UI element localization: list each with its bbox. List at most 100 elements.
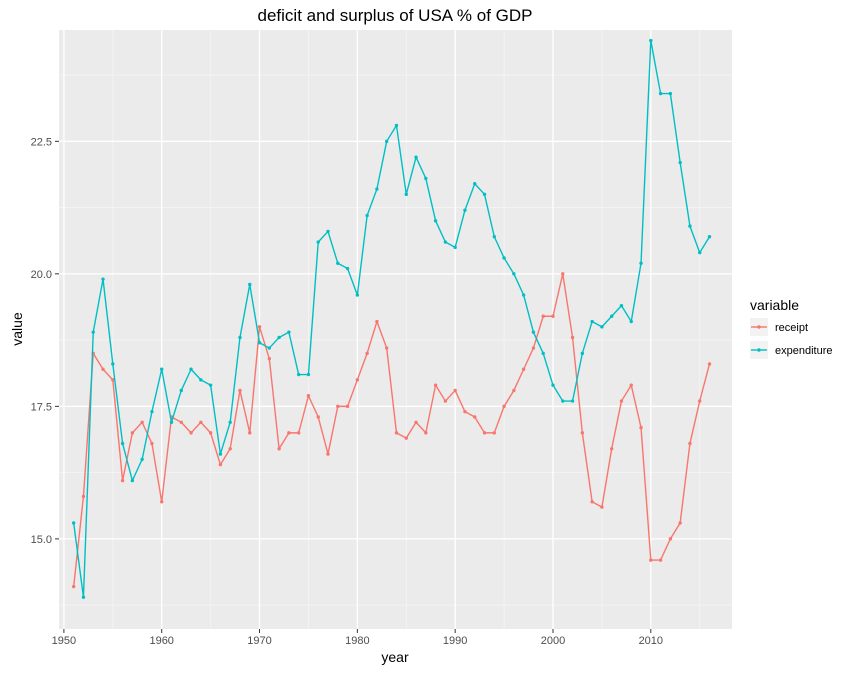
data-point-expenditure bbox=[267, 346, 272, 350]
data-point-expenditure bbox=[463, 208, 467, 212]
series-line-receipt bbox=[72, 273, 711, 587]
data-point-expenditure bbox=[414, 155, 418, 159]
data-point-expenditure bbox=[140, 457, 144, 462]
data-point-receipt bbox=[492, 431, 496, 435]
data-point-receipt bbox=[384, 346, 389, 350]
data-point-expenditure bbox=[531, 330, 536, 334]
data-point-receipt bbox=[248, 431, 252, 435]
legend-point-receipt bbox=[757, 325, 761, 329]
data-point-receipt bbox=[365, 351, 369, 356]
data-point-expenditure bbox=[629, 319, 633, 324]
data-point-expenditure bbox=[561, 399, 565, 403]
data-point-expenditure bbox=[81, 595, 86, 599]
data-point-receipt bbox=[111, 378, 115, 382]
data-point-expenditure bbox=[120, 441, 125, 446]
data-point-expenditure bbox=[649, 38, 653, 43]
data-point-expenditure bbox=[287, 330, 291, 334]
data-point-expenditure bbox=[384, 139, 389, 144]
plot-panel bbox=[59, 30, 732, 629]
data-point-expenditure bbox=[306, 372, 311, 377]
data-point-receipt bbox=[570, 335, 575, 340]
data-point-expenditure bbox=[257, 341, 262, 345]
data-point-expenditure bbox=[580, 351, 585, 356]
data-point-receipt bbox=[228, 447, 232, 451]
data-point-expenditure bbox=[590, 319, 594, 324]
x-axis: 1950 1960 1970 1980 1990 2000 2010 bbox=[52, 629, 663, 647]
data-point-expenditure bbox=[482, 192, 487, 197]
data-point-expenditure bbox=[433, 219, 438, 223]
data-point-receipt bbox=[257, 325, 262, 329]
data-point-receipt bbox=[512, 388, 516, 393]
data-point-expenditure bbox=[541, 351, 545, 356]
data-point-expenditure bbox=[91, 330, 95, 334]
data-point-receipt bbox=[551, 314, 555, 318]
y-tick-label: 20.0 bbox=[31, 269, 52, 281]
series-layer bbox=[71, 38, 712, 599]
data-point-receipt bbox=[277, 447, 281, 451]
data-point-expenditure bbox=[658, 91, 663, 96]
data-point-expenditure bbox=[600, 325, 604, 329]
data-point-receipt bbox=[443, 399, 448, 403]
x-tick-label: 1960 bbox=[149, 635, 173, 647]
data-point-expenditure bbox=[404, 192, 408, 197]
data-point-expenditure bbox=[71, 521, 76, 525]
legend-label-expenditure: expenditure bbox=[775, 345, 833, 357]
data-point-expenditure bbox=[218, 452, 223, 456]
data-point-receipt bbox=[120, 478, 125, 483]
legend-point-expenditure bbox=[757, 348, 761, 352]
x-tick-label: 1980 bbox=[345, 635, 369, 647]
y-tick-label: 22.5 bbox=[31, 136, 52, 148]
data-point-expenditure bbox=[668, 91, 673, 96]
data-point-receipt bbox=[609, 447, 614, 451]
data-point-receipt bbox=[433, 383, 438, 387]
data-point-receipt bbox=[355, 378, 360, 382]
data-point-receipt bbox=[404, 436, 408, 440]
data-point-receipt bbox=[668, 537, 673, 541]
data-point-expenditure bbox=[609, 314, 614, 318]
data-point-receipt bbox=[678, 521, 682, 525]
data-point-expenditure bbox=[551, 383, 555, 387]
data-point-expenditure bbox=[707, 235, 712, 239]
data-point-expenditure bbox=[199, 378, 203, 382]
series-line-expenditure bbox=[72, 39, 711, 598]
data-point-expenditure bbox=[394, 123, 399, 128]
data-point-receipt bbox=[414, 420, 418, 424]
data-point-expenditure bbox=[169, 420, 174, 424]
data-point-expenditure bbox=[639, 261, 643, 265]
data-point-expenditure bbox=[208, 383, 213, 387]
data-point-receipt bbox=[218, 462, 223, 467]
data-point-expenditure bbox=[150, 409, 154, 414]
data-point-receipt bbox=[639, 425, 643, 430]
data-point-receipt bbox=[424, 431, 428, 435]
minor-gridlines bbox=[59, 30, 732, 629]
data-point-receipt bbox=[326, 452, 330, 456]
x-tick-label: 2010 bbox=[639, 635, 663, 647]
data-point-receipt bbox=[561, 272, 565, 276]
data-point-expenditure bbox=[375, 187, 379, 191]
data-point-receipt bbox=[238, 388, 242, 393]
data-point-receipt bbox=[473, 415, 477, 419]
data-point-expenditure bbox=[619, 303, 624, 308]
data-point-receipt bbox=[345, 404, 350, 409]
data-point-receipt bbox=[140, 420, 144, 424]
data-point-expenditure bbox=[688, 224, 692, 228]
data-point-expenditure bbox=[502, 256, 506, 260]
x-tick-label: 2000 bbox=[541, 635, 565, 647]
chart-title: deficit and surplus of USA % of GDP bbox=[258, 6, 533, 25]
data-point-expenditure bbox=[248, 282, 252, 287]
data-point-expenditure bbox=[521, 293, 526, 297]
data-point-receipt bbox=[267, 356, 272, 361]
series-receipt bbox=[71, 272, 712, 589]
data-point-expenditure bbox=[678, 160, 682, 165]
data-point-receipt bbox=[296, 431, 301, 435]
legend-label-receipt: receipt bbox=[775, 322, 808, 334]
data-point-expenditure bbox=[316, 240, 320, 244]
data-point-expenditure bbox=[296, 372, 301, 377]
data-point-receipt bbox=[179, 420, 183, 424]
y-tick-label: 15.0 bbox=[31, 534, 52, 546]
data-point-expenditure bbox=[130, 478, 135, 483]
legend-title: variable bbox=[750, 297, 799, 313]
data-point-receipt bbox=[199, 420, 203, 424]
data-point-expenditure bbox=[492, 235, 496, 239]
